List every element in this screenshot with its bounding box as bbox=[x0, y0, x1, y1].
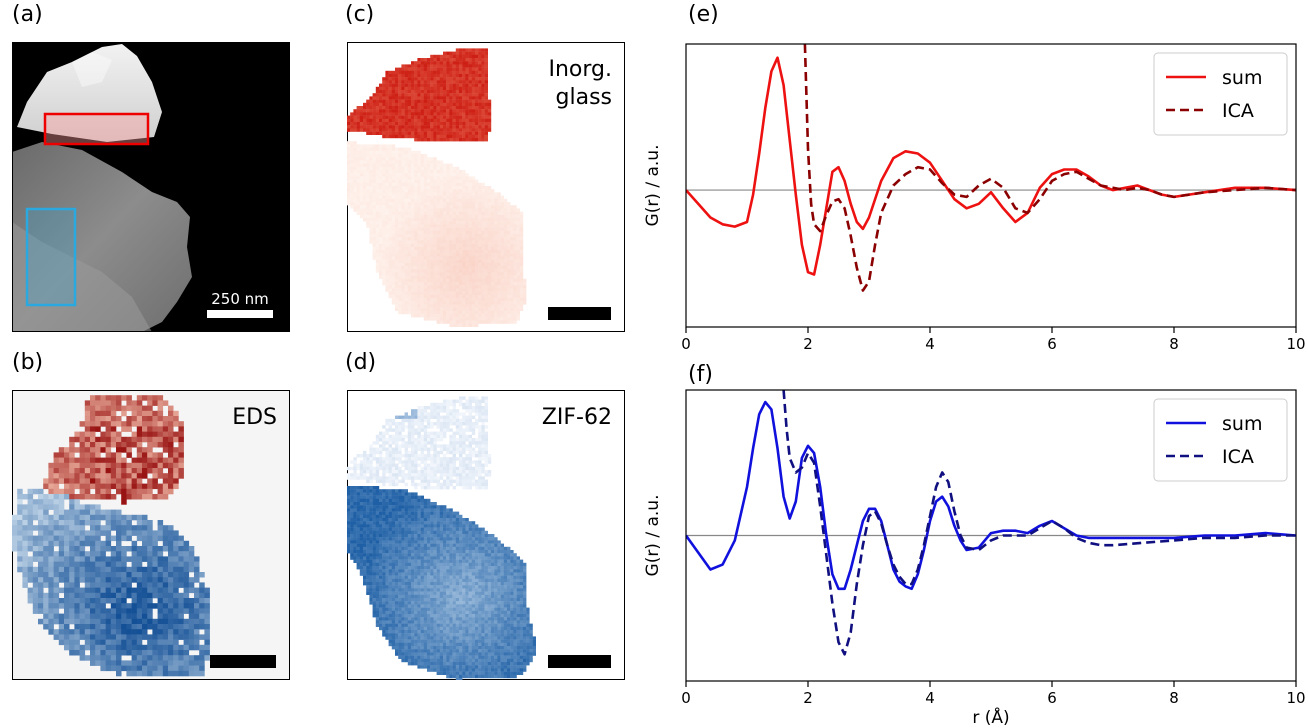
x-tick-label: 6 bbox=[1047, 689, 1057, 707]
y-axis-label: G(r) / a.u. bbox=[643, 145, 663, 227]
zif62-map: ZIF-62 bbox=[347, 390, 625, 680]
series-ica-line bbox=[782, 390, 1296, 656]
x-tick-label: 4 bbox=[925, 689, 935, 707]
scale-bar bbox=[210, 655, 276, 668]
pdf-chart-f: 0 2 4 6 8 10 G(r) / a.u. r (Å) sum ICA bbox=[643, 389, 1306, 728]
plot-frame bbox=[685, 43, 1297, 328]
eds-title: EDS bbox=[232, 405, 277, 430]
series-sum-line bbox=[686, 56, 1296, 276]
panel-label-b: (b) bbox=[12, 350, 44, 375]
inorg-title-line1: Inorg. bbox=[548, 57, 612, 82]
legend-label-ica: ICA bbox=[1222, 100, 1254, 122]
series-ica-line bbox=[803, 44, 1296, 292]
x-axis-label: r (Å) bbox=[972, 706, 1009, 728]
scale-bar bbox=[548, 307, 611, 320]
inorganic-glass-pixel-grid bbox=[347, 48, 527, 327]
panel-label-a: (a) bbox=[12, 2, 43, 27]
inorganic-glass-map: Inorg. glass bbox=[347, 42, 625, 332]
eds-pixel-grid bbox=[12, 395, 210, 677]
x-tick-label: 0 bbox=[681, 689, 691, 707]
zif62-pixel-grid bbox=[347, 396, 536, 680]
legend-label-sum: sum bbox=[1222, 67, 1262, 89]
scale-bar bbox=[207, 310, 273, 318]
inorg-title-line2: glass bbox=[556, 85, 612, 110]
series-sum-line bbox=[686, 400, 1296, 591]
x-tick-label: 0 bbox=[681, 335, 691, 353]
legend-label-sum: sum bbox=[1222, 413, 1262, 435]
panel-label-d: (d) bbox=[345, 350, 377, 375]
x-tick-label: 2 bbox=[803, 689, 813, 707]
x-tick-label: 4 bbox=[925, 335, 935, 353]
x-tick-label: 8 bbox=[1169, 335, 1179, 353]
eds-map: EDS bbox=[12, 390, 290, 680]
panel-label-e: (e) bbox=[688, 2, 719, 27]
x-tick-label: 8 bbox=[1169, 689, 1179, 707]
legend-label-ica: ICA bbox=[1222, 446, 1254, 468]
scale-bar-label: 250 nm bbox=[211, 290, 269, 308]
pdf-chart-e: 0 2 4 6 8 10 G(r) / a.u. sum ICA bbox=[643, 43, 1306, 353]
legend: sum ICA bbox=[1153, 52, 1288, 136]
plot-frame bbox=[685, 389, 1297, 682]
x-tick-label: 6 bbox=[1047, 335, 1057, 353]
x-tick-label: 10 bbox=[1286, 335, 1305, 353]
red-roi-box bbox=[43, 112, 150, 146]
y-axis-label: G(r) / a.u. bbox=[643, 495, 663, 577]
scale-bar bbox=[548, 655, 611, 668]
haadf-image: 250 nm bbox=[12, 42, 290, 332]
x-tick-label: 2 bbox=[803, 335, 813, 353]
panel-label-c: (c) bbox=[345, 2, 375, 27]
x-tick-label: 10 bbox=[1286, 689, 1305, 707]
zif62-title: ZIF-62 bbox=[542, 405, 612, 430]
blue-roi-box bbox=[25, 207, 77, 307]
legend: sum ICA bbox=[1153, 398, 1288, 482]
panel-label-f: (f) bbox=[688, 362, 713, 387]
